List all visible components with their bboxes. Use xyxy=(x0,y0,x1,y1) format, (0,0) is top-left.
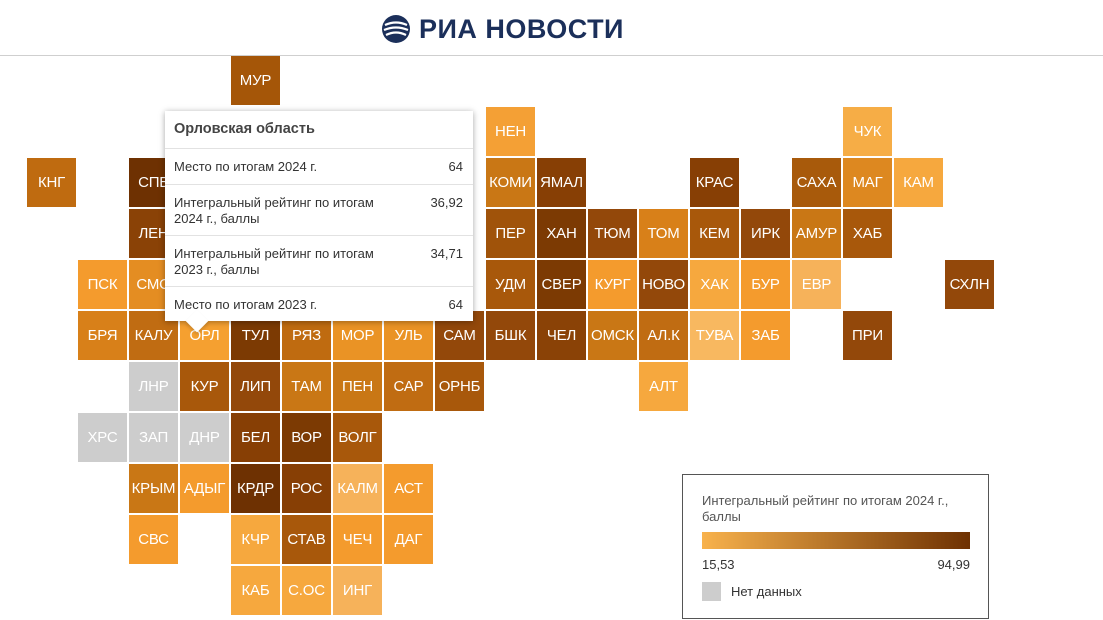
legend-title: Интегральный рейтинг по итогам 2024 г., … xyxy=(702,493,949,524)
region-tile-65[interactable]: СВС xyxy=(129,515,178,564)
region-tile-53[interactable]: ХРС xyxy=(78,413,127,462)
region-tile-70[interactable]: КАБ xyxy=(231,566,280,615)
region-tile-18[interactable]: АМУР xyxy=(792,209,841,258)
region-tile-12[interactable]: ПЕР xyxy=(486,209,535,258)
region-tile-56[interactable]: БЕЛ xyxy=(231,413,280,462)
tooltip-row: Интегральный рейтинг по итогам 2024 г., … xyxy=(165,184,473,236)
region-tile-38[interactable]: БШК xyxy=(486,311,535,360)
region-tile-62[interactable]: РОС xyxy=(282,464,331,513)
tooltip-row-value: 64 xyxy=(448,159,463,174)
tooltip-row-value: 36,92 xyxy=(430,195,463,210)
globe-logo-icon xyxy=(382,15,410,43)
region-tile-13[interactable]: ХАН xyxy=(537,209,586,258)
region-tile-7[interactable]: КРАС xyxy=(690,158,739,207)
region-tile-3[interactable]: КНГ xyxy=(27,158,76,207)
tooltip-row-label: Интегральный рейтинг по итогам 2024 г., … xyxy=(174,195,374,226)
tooltip-row-label: Место по итогам 2024 г. xyxy=(174,159,318,174)
region-tile-72[interactable]: ИНГ xyxy=(333,566,382,615)
region-tile-61[interactable]: КРДР xyxy=(231,464,280,513)
tooltip-row-value: 34,71 xyxy=(430,246,463,261)
region-tile-52[interactable]: АЛТ xyxy=(639,362,688,411)
region-tile-69[interactable]: ДАГ xyxy=(384,515,433,564)
region-tile-31[interactable]: КАЛУ xyxy=(129,311,178,360)
region-tile-0[interactable]: МУР xyxy=(231,56,280,105)
region-tile-46[interactable]: КУР xyxy=(180,362,229,411)
region-tile-71[interactable]: С.ОС xyxy=(282,566,331,615)
region-tile-17[interactable]: ИРК xyxy=(741,209,790,258)
region-tile-48[interactable]: ТАМ xyxy=(282,362,331,411)
region-tile-49[interactable]: ПЕН xyxy=(333,362,382,411)
region-tile-59[interactable]: КРЫМ xyxy=(129,464,178,513)
region-tile-44[interactable]: ПРИ xyxy=(843,311,892,360)
region-tile-10[interactable]: КАМ xyxy=(894,158,943,207)
legend-nodata-swatch xyxy=(702,582,721,601)
region-tile-5[interactable]: КОМИ xyxy=(486,158,535,207)
region-tile-40[interactable]: ОМСК xyxy=(588,311,637,360)
region-tile-67[interactable]: СТАВ xyxy=(282,515,331,564)
legend-min-label: 15,53 xyxy=(702,557,735,572)
region-tile-47[interactable]: ЛИП xyxy=(231,362,280,411)
region-tile-39[interactable]: ЧЕЛ xyxy=(537,311,586,360)
region-tile-51[interactable]: ОРНБ xyxy=(435,362,484,411)
region-tile-43[interactable]: ЗАБ xyxy=(741,311,790,360)
region-tile-6[interactable]: ЯМАЛ xyxy=(537,158,586,207)
legend-max-label: 94,99 xyxy=(937,557,970,572)
region-tile-30[interactable]: БРЯ xyxy=(78,311,127,360)
region-tile-55[interactable]: ДНР xyxy=(180,413,229,462)
region-tile-68[interactable]: ЧЕЧ xyxy=(333,515,382,564)
region-tile-23[interactable]: СВЕР xyxy=(537,260,586,309)
region-tile-58[interactable]: ВОЛГ xyxy=(333,413,382,462)
region-tile-63[interactable]: КАЛМ xyxy=(333,464,382,513)
region-tile-25[interactable]: НОВО xyxy=(639,260,688,309)
region-tile-26[interactable]: ХАК xyxy=(690,260,739,309)
region-tile-41[interactable]: АЛ.К xyxy=(639,311,688,360)
region-tile-2[interactable]: ЧУК xyxy=(843,107,892,156)
logo-text: РИА НОВОСТИ xyxy=(419,13,624,44)
header-bar: РИА НОВОСТИ xyxy=(0,0,1103,56)
tooltip-row-label: Интегральный рейтинг по итогам 2023 г., … xyxy=(174,246,374,277)
region-tooltip: Орловская область Место по итогам 2024 г… xyxy=(165,111,473,321)
region-tile-64[interactable]: АСТ xyxy=(384,464,433,513)
tooltip-row: Место по итогам 2023 г. 64 xyxy=(165,286,473,322)
region-tile-22[interactable]: УДМ xyxy=(486,260,535,309)
region-tile-20[interactable]: ПСК xyxy=(78,260,127,309)
ria-logo[interactable]: РИА НОВОСТИ xyxy=(381,12,624,46)
legend-gradient-bar xyxy=(702,532,970,549)
tooltip-row: Место по итогам 2024 г. 64 xyxy=(165,148,473,185)
tooltip-title: Орловская область xyxy=(174,121,315,137)
color-legend: Интегральный рейтинг по итогам 2024 г., … xyxy=(682,474,989,619)
region-tile-66[interactable]: КЧР xyxy=(231,515,280,564)
region-tile-19[interactable]: ХАБ xyxy=(843,209,892,258)
region-tile-9[interactable]: МАГ xyxy=(843,158,892,207)
region-tile-24[interactable]: КУРГ xyxy=(588,260,637,309)
region-tile-27[interactable]: БУР xyxy=(741,260,790,309)
region-tile-8[interactable]: САХА xyxy=(792,158,841,207)
region-tile-28[interactable]: ЕВР xyxy=(792,260,841,309)
region-tile-29[interactable]: СХЛН xyxy=(945,260,994,309)
region-tile-57[interactable]: ВОР xyxy=(282,413,331,462)
tooltip-row-label: Место по итогам 2023 г. xyxy=(174,297,318,312)
region-tile-54[interactable]: ЗАП xyxy=(129,413,178,462)
region-tile-1[interactable]: НЕН xyxy=(486,107,535,156)
legend-nodata-label: Нет данных xyxy=(731,584,802,599)
region-tile-15[interactable]: ТОМ xyxy=(639,209,688,258)
tooltip-row-value: 64 xyxy=(448,297,463,312)
region-tile-60[interactable]: АДЫГ xyxy=(180,464,229,513)
region-tile-42[interactable]: ТУВА xyxy=(690,311,739,360)
region-tile-50[interactable]: САР xyxy=(384,362,433,411)
region-tile-45[interactable]: ЛНР xyxy=(129,362,178,411)
region-tile-14[interactable]: ТЮМ xyxy=(588,209,637,258)
tooltip-row: Интегральный рейтинг по итогам 2023 г., … xyxy=(165,235,473,287)
region-tile-16[interactable]: КЕМ xyxy=(690,209,739,258)
